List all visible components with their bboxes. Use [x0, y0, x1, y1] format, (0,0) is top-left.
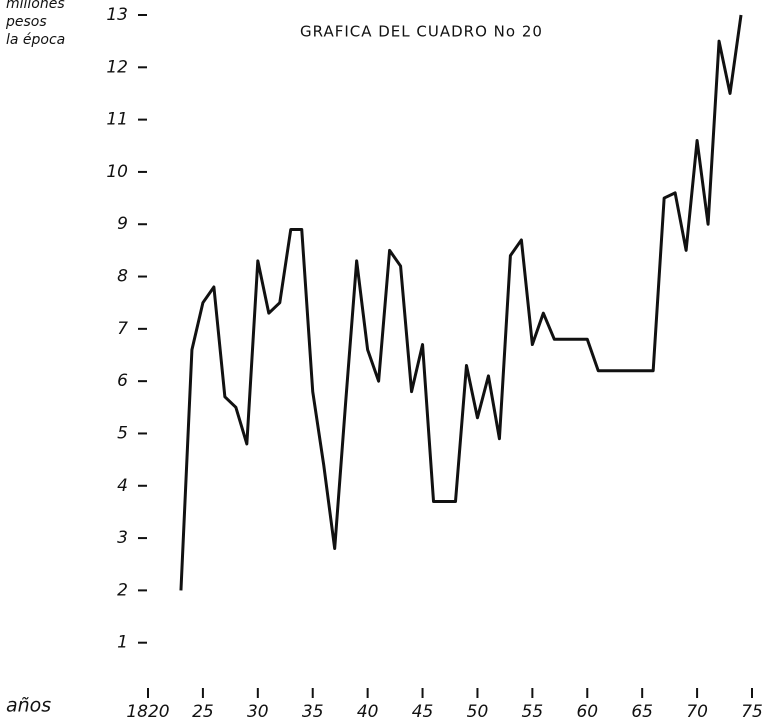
x-tick-label: 70 — [686, 702, 708, 722]
x-axis-label: años — [6, 695, 51, 717]
y-tick-label: 12 — [106, 57, 128, 77]
x-tick-label: 30 — [247, 702, 269, 722]
y-tick-label: 7 — [117, 319, 128, 339]
y-tick-label: 3 — [117, 528, 128, 548]
x-tick-label: 50 — [467, 702, 489, 722]
x-tick-label: 40 — [357, 702, 379, 722]
x-tick-label: 35 — [302, 702, 324, 722]
y-tick-label: 9 — [117, 214, 128, 234]
y-axis-label: millones — [6, 0, 65, 12]
y-tick-label: 8 — [117, 267, 128, 287]
x-tick-label: 55 — [522, 702, 544, 722]
y-tick-label: 10 — [106, 162, 128, 182]
x-tick-label: 25 — [192, 702, 214, 722]
x-tick-label: 75 — [741, 702, 763, 722]
y-tick-label: 5 — [117, 423, 128, 443]
y-tick-label: 2 — [117, 580, 128, 600]
y-axis-label: pesos — [5, 14, 47, 30]
x-tick-label: 45 — [412, 702, 434, 722]
data-line — [179, 14, 743, 591]
y-tick-label: 6 — [117, 371, 128, 391]
y-tick-label: 4 — [117, 476, 128, 496]
y-axis-label: la época — [6, 32, 65, 48]
x-tick-label: 65 — [631, 702, 653, 722]
chart-title: GRAFICA DEL CUADRO No 20 — [300, 23, 543, 41]
y-tick-label: 13 — [106, 5, 128, 25]
x-tick-label: 1820 — [126, 702, 169, 722]
x-tick-label: 60 — [576, 702, 598, 722]
y-tick-label: 1 — [117, 633, 128, 653]
y-tick-label: 11 — [106, 110, 128, 130]
